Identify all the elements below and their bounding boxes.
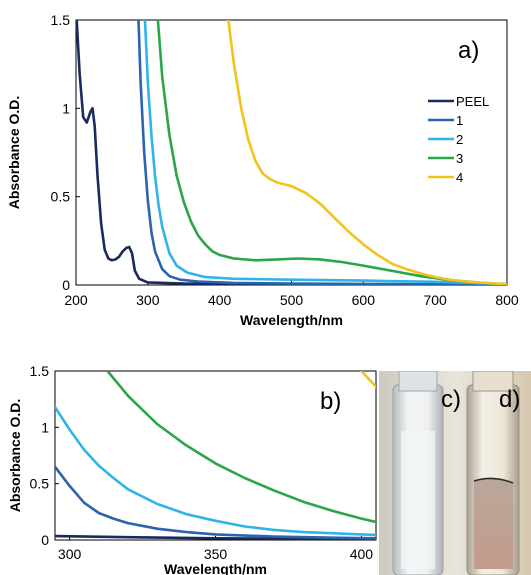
cuvette-photos: c) d): [379, 371, 531, 575]
legend-label: 1: [456, 113, 463, 128]
x-tick-label: 300: [136, 292, 160, 308]
y-tick-label: 0.5: [30, 476, 50, 492]
legend-label: PEEL: [456, 94, 489, 109]
legend-label: 4: [456, 170, 463, 185]
panel-label: b): [320, 388, 341, 415]
y-tick-label: 0.5: [51, 189, 71, 205]
x-tick-label: 350: [204, 546, 228, 562]
y-tick-label: 1.5: [51, 12, 71, 28]
x-tick-label: 600: [352, 292, 376, 308]
x-tick-label: 700: [423, 292, 447, 308]
legend-label: 3: [456, 151, 463, 166]
series-line-3: [106, 371, 376, 524]
series-line-1: [137, 20, 507, 285]
photo-label-d: d): [499, 386, 520, 413]
y-axis-label: Absorbance O.D.: [6, 96, 22, 210]
x-tick-label: 200: [64, 292, 88, 308]
series-line-2: [143, 20, 507, 285]
y-tick-label: 1: [41, 419, 49, 435]
photo-label-c: c): [441, 386, 461, 413]
chart-a: 200 300 400 500 600 700 800 0 0.5 1 1.5 Wavelength/…: [6, 12, 519, 328]
y-tick-label: 1: [62, 100, 70, 116]
series-line-peel: [55, 534, 376, 540]
x-axis-label: Wavelength/nm: [240, 312, 343, 328]
series-line-3: [156, 20, 507, 285]
series-line-1: [55, 465, 376, 540]
x-axis-label: Wavelength/nm: [164, 561, 267, 575]
series-line-4: [360, 371, 376, 389]
series-line-4: [227, 20, 507, 285]
series-line-2: [55, 405, 376, 537]
chart-b: 300 350 400 0 0.5 1 1.5 Wavelength/nm Absorbance…: [7, 363, 377, 575]
x-tick-label: 400: [350, 546, 374, 562]
y-tick-label: 1.5: [30, 363, 50, 379]
y-tick-label: 0: [62, 277, 70, 293]
panel-label: a): [458, 37, 479, 64]
series-line-peel: [76, 20, 507, 285]
legend-label: 2: [456, 132, 463, 147]
y-axis-label: Absorbance O.D.: [7, 399, 23, 513]
x-tick-label: 400: [208, 292, 232, 308]
x-tick-label: 500: [280, 292, 304, 308]
x-tick-label: 300: [58, 546, 82, 562]
x-tick-label: 800: [495, 292, 519, 308]
y-tick-label: 0: [41, 532, 49, 548]
